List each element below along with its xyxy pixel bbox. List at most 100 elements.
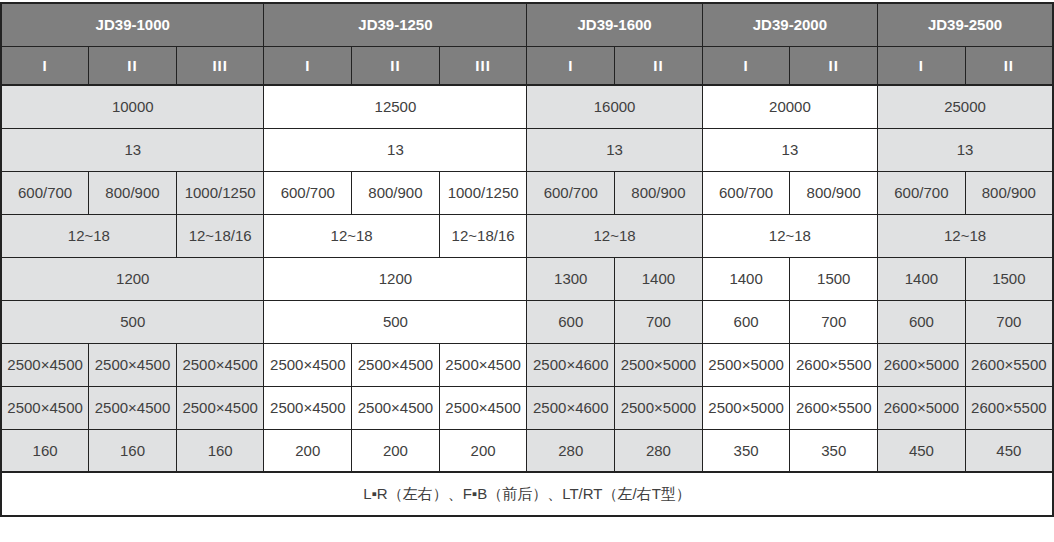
table-cell: 2500×4500: [89, 386, 177, 429]
class-header-cell: II: [965, 46, 1053, 85]
table-cell: 1000/1250: [176, 171, 264, 214]
table-cell: 2500×4600: [527, 343, 615, 386]
table-cell: 1400: [615, 257, 703, 300]
table-cell: 12~18: [264, 214, 439, 257]
table-cell: 2600×5000: [878, 343, 966, 386]
group-header-cell: JD39-1000: [1, 3, 264, 46]
table-row: 12~1812~18/1612~1812~18/1612~1812~1812~1…: [1, 214, 1053, 257]
table-head: JD39-1000JD39-1250JD39-1600JD39-2000JD39…: [1, 3, 1053, 85]
table-cell: 700: [790, 300, 878, 343]
class-header-row: IIIIIIIIIIIIIIIIIIIII: [1, 46, 1053, 85]
class-header-cell: I: [527, 46, 615, 85]
table-cell: 2600×5500: [790, 343, 878, 386]
group-header-cell: JD39-2500: [878, 3, 1053, 46]
table-cell: 350: [702, 429, 790, 472]
footer-row: L▪R（左右）、F▪B（前后）、LT/RT（左/右T型）: [1, 472, 1053, 516]
table-cell: 13: [1, 128, 264, 171]
table-cell: 16000: [527, 85, 702, 128]
table-cell: 2500×5000: [702, 386, 790, 429]
table-cell: 350: [790, 429, 878, 472]
table-cell: 160: [1, 429, 89, 472]
table-cell: 800/900: [352, 171, 440, 214]
table-row: 500500600700600700600700: [1, 300, 1053, 343]
table-cell: 13: [878, 128, 1053, 171]
table-cell: 1000/1250: [439, 171, 527, 214]
table-cell: 2600×5500: [965, 386, 1053, 429]
table-cell: 600/700: [702, 171, 790, 214]
table-cell: 160: [89, 429, 177, 472]
table-cell: 2600×5000: [878, 386, 966, 429]
table-cell: 280: [527, 429, 615, 472]
table-cell: 200: [439, 429, 527, 472]
table-cell: 2500×4500: [264, 343, 352, 386]
table-cell: 1400: [878, 257, 966, 300]
table-cell: 2600×5500: [965, 343, 1053, 386]
table-cell: 700: [615, 300, 703, 343]
table-row: 12001200130014001400150014001500: [1, 257, 1053, 300]
table-cell: 2500×4500: [264, 386, 352, 429]
table-cell: 600: [702, 300, 790, 343]
table-cell: 2500×4500: [176, 343, 264, 386]
table-cell: 12500: [264, 85, 527, 128]
table-row: 1000012500160002000025000: [1, 85, 1053, 128]
spec-table-wrapper: JD39-1000JD39-1250JD39-1600JD39-2000JD39…: [0, 0, 1054, 517]
table-cell: 2500×4600: [527, 386, 615, 429]
group-header-cell: JD39-2000: [702, 3, 877, 46]
class-header-cell: III: [439, 46, 527, 85]
table-row: 600/700800/9001000/1250600/700800/900100…: [1, 171, 1053, 214]
table-cell: 800/900: [790, 171, 878, 214]
class-header-cell: III: [176, 46, 264, 85]
table-cell: 200: [352, 429, 440, 472]
class-header-cell: II: [352, 46, 440, 85]
table-cell: 280: [615, 429, 703, 472]
table-cell: 2500×4500: [176, 386, 264, 429]
table-cell: 13: [702, 128, 877, 171]
table-cell: 600: [527, 300, 615, 343]
table-row: 160160160200200200280280350350450450: [1, 429, 1053, 472]
table-cell: 600/700: [527, 171, 615, 214]
table-cell: 1500: [790, 257, 878, 300]
table-cell: 2500×4500: [1, 386, 89, 429]
table-cell: 200: [264, 429, 352, 472]
table-cell: 500: [264, 300, 527, 343]
table-cell: 2500×5000: [615, 343, 703, 386]
table-cell: 12~18/16: [176, 214, 264, 257]
table-cell: 13: [264, 128, 527, 171]
class-header-cell: II: [615, 46, 703, 85]
table-cell: 2500×4500: [89, 343, 177, 386]
table-row: 1313131313: [1, 128, 1053, 171]
table-cell: 2600×5500: [790, 386, 878, 429]
table-cell: 12~18: [527, 214, 702, 257]
table-cell: 600/700: [1, 171, 89, 214]
table-cell: 12~18/16: [439, 214, 527, 257]
group-header-cell: JD39-1600: [527, 3, 702, 46]
table-cell: 10000: [1, 85, 264, 128]
table-cell: 12~18: [1, 214, 176, 257]
table-cell: 450: [878, 429, 966, 472]
class-header-cell: I: [264, 46, 352, 85]
group-header-cell: JD39-1250: [264, 3, 527, 46]
table-cell: 600: [878, 300, 966, 343]
table-cell: 600/700: [264, 171, 352, 214]
table-cell: 800/900: [89, 171, 177, 214]
class-header-cell: I: [702, 46, 790, 85]
table-cell: 12~18: [878, 214, 1053, 257]
table-cell: 1200: [264, 257, 527, 300]
class-header-cell: II: [89, 46, 177, 85]
table-cell: 1500: [965, 257, 1053, 300]
class-header-cell: II: [790, 46, 878, 85]
table-cell: 450: [965, 429, 1053, 472]
table-cell: 2500×4500: [352, 343, 440, 386]
table-row: 2500×45002500×45002500×45002500×45002500…: [1, 343, 1053, 386]
table-cell: 160: [176, 429, 264, 472]
table-cell: 2500×4500: [352, 386, 440, 429]
table-cell: 600/700: [878, 171, 966, 214]
table-cell: 700: [965, 300, 1053, 343]
table-cell: 1300: [527, 257, 615, 300]
group-header-row: JD39-1000JD39-1250JD39-1600JD39-2000JD39…: [1, 3, 1053, 46]
footer-note-cell: L▪R（左右）、F▪B（前后）、LT/RT（左/右T型）: [1, 472, 1053, 516]
table-body: 10000125001600020000250001313131313600/7…: [1, 85, 1053, 516]
table-cell: 1200: [1, 257, 264, 300]
table-cell: 500: [1, 300, 264, 343]
class-header-cell: I: [878, 46, 966, 85]
